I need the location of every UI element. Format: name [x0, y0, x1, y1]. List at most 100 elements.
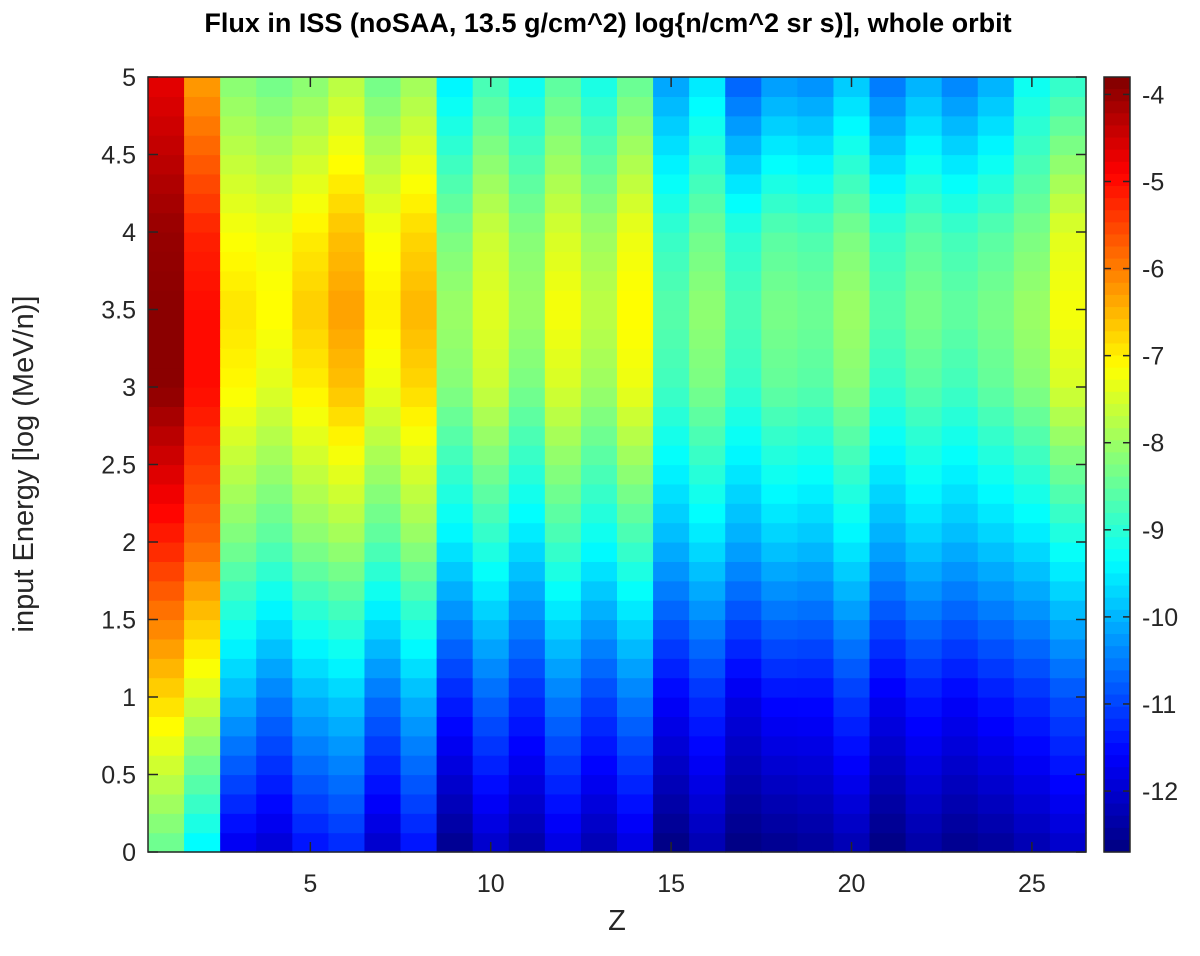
x-tick-label: 5 [303, 870, 317, 898]
heatmap-cell [941, 658, 979, 679]
heatmap-cell [869, 77, 907, 97]
heatmap-cell [1013, 600, 1051, 621]
heatmap-cell [292, 619, 329, 640]
heatmap-cell [400, 755, 438, 776]
heatmap-cell [653, 716, 690, 737]
heatmap-cell [869, 580, 907, 601]
heatmap-cell [653, 348, 690, 369]
heatmap-cell [725, 716, 762, 737]
heatmap-cell [472, 542, 510, 562]
heatmap-cell [797, 290, 835, 311]
heatmap-cell [653, 251, 690, 272]
heatmap-cell [256, 135, 293, 156]
heatmap-cell [472, 425, 510, 446]
heatmap-cell [977, 387, 1015, 407]
heatmap-cell [977, 813, 1015, 834]
heatmap-cell [653, 735, 690, 756]
heatmap-cell [833, 425, 871, 446]
heatmap-cell [148, 77, 185, 97]
colorbar-segment [1104, 391, 1130, 405]
heatmap-cell [941, 135, 979, 156]
heatmap-cell [905, 542, 943, 562]
heatmap-cell [148, 697, 185, 717]
heatmap-cell [328, 774, 366, 795]
heatmap-cell [220, 483, 257, 504]
heatmap-cell [689, 406, 726, 427]
heatmap-cell [725, 735, 762, 756]
heatmap-cell [977, 832, 1015, 853]
heatmap-cell [148, 367, 185, 388]
heatmap-cell [689, 813, 726, 834]
heatmap-cell [1013, 542, 1051, 562]
heatmap-cell [725, 251, 762, 272]
heatmap-cell [1049, 832, 1087, 853]
heatmap-cell [472, 464, 510, 485]
heatmap-cell [364, 135, 402, 156]
heatmap-cell [256, 193, 293, 214]
heatmap-cell [689, 135, 726, 156]
heatmap-cell [220, 658, 257, 679]
heatmap-cell [508, 832, 546, 853]
colorbar-frame [1103, 76, 1131, 853]
heatmap-cell [328, 793, 366, 814]
heatmap-cell [256, 697, 293, 717]
heatmap-cell [833, 735, 871, 756]
heatmap-cell [400, 270, 438, 291]
heatmap-cell [184, 387, 221, 407]
heatmap-cell [580, 77, 618, 97]
heatmap-cell [544, 135, 582, 156]
heatmap-cell [256, 793, 293, 814]
heatmap-cell [725, 600, 762, 621]
heatmap-cell [725, 154, 762, 175]
heatmap-cell [761, 774, 798, 795]
heatmap-cell [617, 212, 654, 233]
heatmap-cell [508, 251, 546, 272]
heatmap-cell [364, 716, 402, 737]
heatmap-cell [436, 716, 474, 737]
heatmap-cell [544, 793, 582, 814]
heatmap-cell [797, 328, 835, 349]
heatmap-cell [472, 115, 510, 136]
heatmap-cell [797, 755, 835, 776]
heatmap-cell [869, 774, 907, 795]
heatmap-cell [869, 522, 907, 543]
heatmap-cell [689, 580, 726, 601]
heatmap-cell [328, 425, 366, 446]
heatmap-cell [148, 503, 185, 524]
colorbar-segment [1104, 573, 1130, 587]
heatmap-cell [508, 716, 546, 737]
heatmap-cell [1049, 697, 1087, 717]
heatmap-cell [905, 503, 943, 524]
heatmap-cell [580, 774, 618, 795]
heatmap-cell [184, 813, 221, 834]
heatmap-cell [580, 542, 618, 562]
heatmap-cell [148, 232, 185, 252]
heatmap-cell [220, 735, 257, 756]
heatmap-cell [1013, 232, 1051, 252]
heatmap-cell [761, 638, 798, 659]
heatmap-cell [653, 212, 690, 233]
heatmap-cell [472, 697, 510, 717]
heatmap-cell [436, 697, 474, 717]
heatmap-cell [977, 367, 1015, 388]
heatmap-cell [1049, 638, 1087, 659]
heatmap-cell [544, 193, 582, 214]
heatmap-cell [725, 774, 762, 795]
heatmap-cell [364, 522, 402, 543]
heatmap-cell [797, 367, 835, 388]
heatmap-cell [148, 328, 185, 349]
heatmap-cell [869, 425, 907, 446]
colorbar-segment [1104, 355, 1130, 369]
heatmap-cell [833, 173, 871, 194]
heatmap-cell [617, 716, 654, 737]
heatmap-cell [617, 232, 654, 252]
colorbar-segment [1104, 500, 1130, 514]
heatmap-cell [617, 638, 654, 659]
heatmap-cell [977, 638, 1015, 659]
colorbar-segment [1104, 646, 1130, 659]
heatmap-cell [256, 735, 293, 756]
heatmap-cell [833, 619, 871, 640]
heatmap-cell [797, 251, 835, 272]
heatmap-cell [292, 658, 329, 679]
heatmap-cell [761, 697, 798, 717]
